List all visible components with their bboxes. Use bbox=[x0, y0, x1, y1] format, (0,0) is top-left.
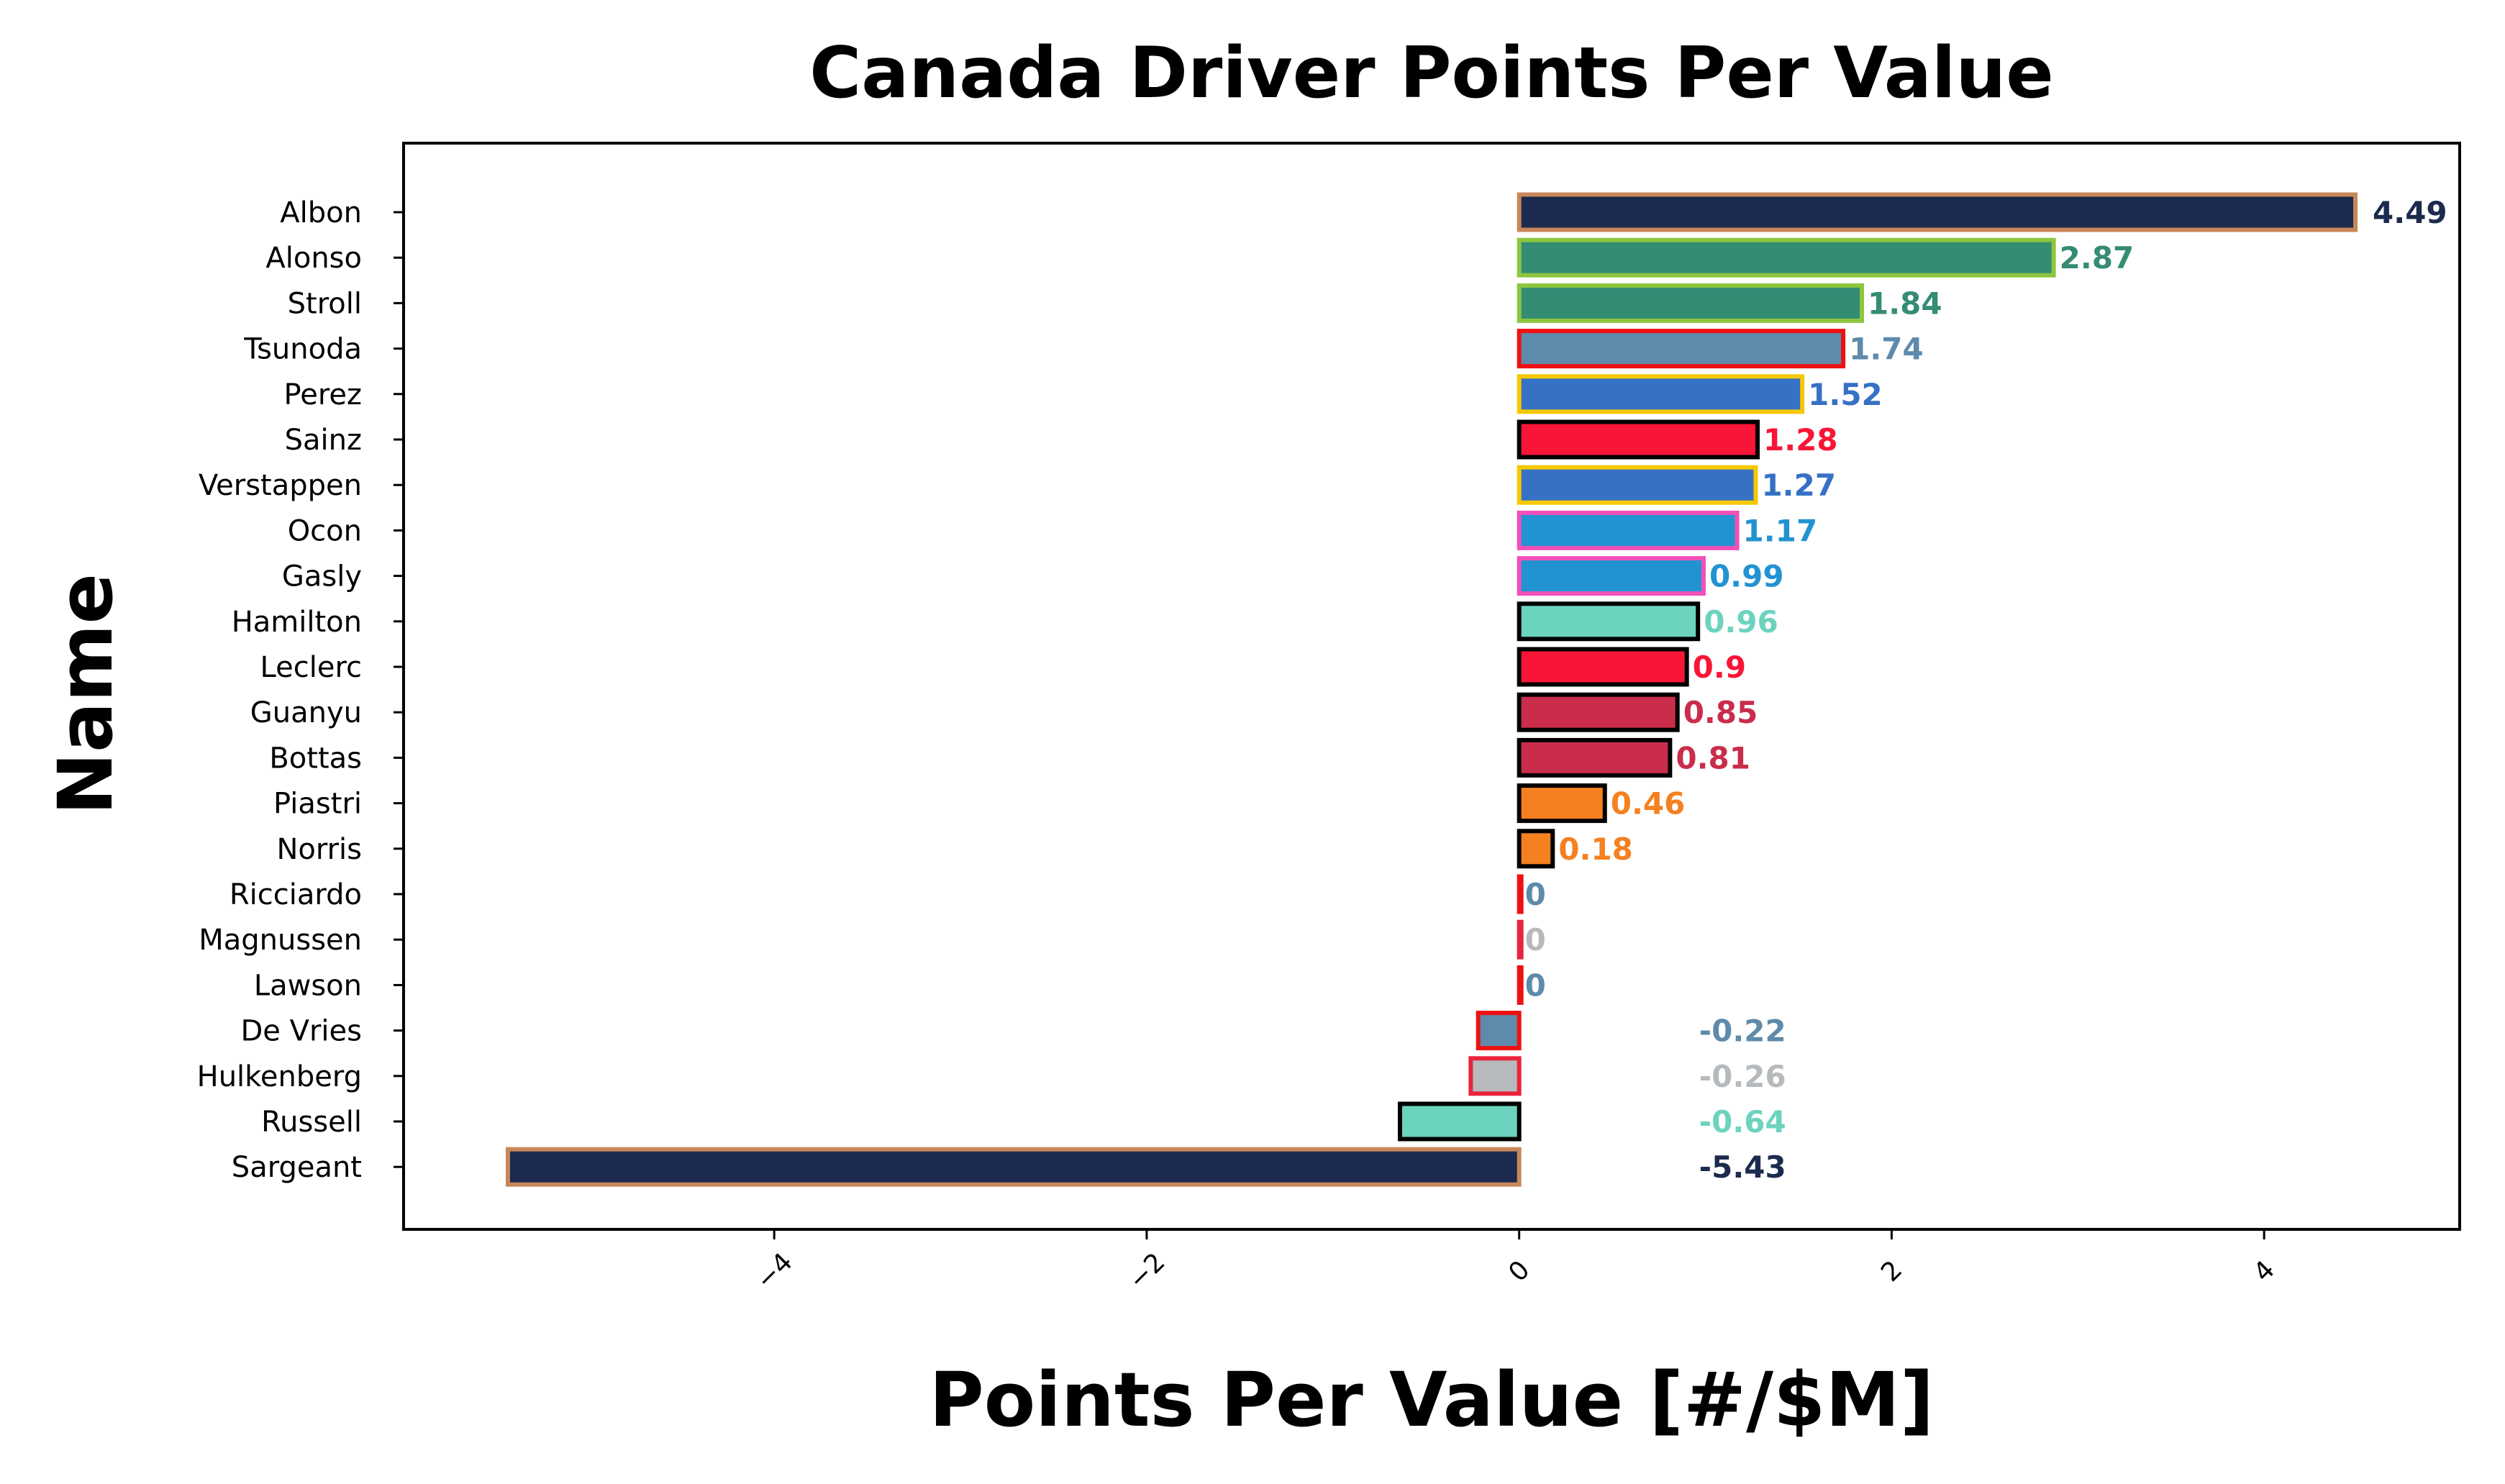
bar-hamilton bbox=[1517, 601, 1701, 642]
ytick-label-tsunoda: Tsunoda bbox=[243, 333, 362, 366]
ytick-label-lawson: Lawson bbox=[254, 969, 362, 1002]
data-label-russell: -0.64 bbox=[1699, 1104, 1786, 1139]
data-label-bottas: 0.81 bbox=[1676, 740, 1750, 775]
chart-title: Canada Driver Points Per Value bbox=[809, 32, 2053, 114]
bar-magnussen bbox=[1517, 919, 1524, 960]
data-label-ocon: 1.17 bbox=[1743, 513, 1818, 548]
ytick-label-sargeant: Sargeant bbox=[232, 1151, 362, 1184]
y-axis-label: Name bbox=[42, 573, 129, 815]
data-label-gasly: 0.99 bbox=[1709, 559, 1784, 594]
bar-verstappen bbox=[1517, 465, 1758, 505]
ytick-label-sainz: Sainz bbox=[285, 424, 362, 457]
data-label-stroll: 1.84 bbox=[1868, 286, 1942, 321]
data-label-sargeant: -5.43 bbox=[1699, 1150, 1786, 1185]
bar-russell bbox=[1397, 1101, 1522, 1142]
data-label-verstappen: 1.27 bbox=[1761, 468, 1836, 503]
ytick-label-hamilton: Hamilton bbox=[232, 606, 362, 639]
bar-ocon bbox=[1517, 510, 1740, 550]
ytick-label-gasly: Gasly bbox=[282, 560, 362, 593]
bar-gasly bbox=[1517, 556, 1706, 596]
data-label-perez: 1.52 bbox=[1808, 377, 1883, 412]
data-labels: 4.49 2.87 1.84 1.74 1.52 1.28 1.27 1.17 0.99 0.96… bbox=[1525, 195, 2447, 1185]
data-label-hulkenberg: -0.26 bbox=[1699, 1059, 1786, 1094]
bar-lawson bbox=[1517, 965, 1524, 1005]
ytick-label-verstappen: Verstappen bbox=[199, 469, 362, 502]
data-label-magnussen: 0 bbox=[1525, 922, 1546, 957]
y-axis-ticks: Albon Alonso Stroll Tsunoda Perez Sainz Versta… bbox=[197, 196, 404, 1184]
bar-bottas bbox=[1517, 737, 1673, 778]
ytick-label-magnussen: Magnussen bbox=[199, 924, 362, 957]
plot-frame bbox=[402, 142, 2461, 1231]
bar-de-vries bbox=[1476, 1011, 1522, 1051]
data-label-de-vries: -0.22 bbox=[1699, 1014, 1786, 1049]
data-label-tsunoda: 1.74 bbox=[1849, 332, 1924, 367]
ytick-label-bottas: Bottas bbox=[269, 742, 362, 775]
data-label-lawson: 0 bbox=[1525, 968, 1546, 1003]
bar-norris bbox=[1517, 829, 1555, 869]
ytick-label-de-vries: De Vries bbox=[241, 1015, 363, 1048]
data-label-piastri: 0.46 bbox=[1611, 786, 1686, 821]
data-label-leclerc: 0.9 bbox=[1693, 650, 1746, 685]
ytick-label-hulkenberg: Hulkenberg bbox=[197, 1060, 362, 1093]
ytick-label-albon: Albon bbox=[280, 196, 362, 229]
bar-ricciardo bbox=[1517, 874, 1524, 914]
ytick-label-perez: Perez bbox=[284, 378, 362, 411]
bar-sainz bbox=[1517, 419, 1760, 460]
data-label-ricciardo: 0 bbox=[1525, 877, 1546, 912]
data-label-sainz: 1.28 bbox=[1763, 422, 1838, 458]
ytick-label-norris: Norris bbox=[276, 833, 362, 866]
bar-hulkenberg bbox=[1468, 1056, 1522, 1096]
ytick-label-piastri: Piastri bbox=[273, 788, 362, 821]
ytick-label-leclerc: Leclerc bbox=[260, 651, 362, 684]
bar-perez bbox=[1517, 374, 1805, 414]
bar-piastri bbox=[1517, 783, 1607, 824]
ytick-label-stroll: Stroll bbox=[288, 287, 362, 320]
ytick-label-ocon: Ocon bbox=[288, 514, 362, 547]
bar-alonso bbox=[1517, 237, 2056, 278]
bars-layer bbox=[505, 192, 2358, 1187]
bar-guanyu bbox=[1517, 692, 1680, 732]
bar-tsunoda bbox=[1517, 329, 1846, 369]
bar-leclerc bbox=[1517, 647, 1689, 687]
data-label-norris: 0.18 bbox=[1558, 832, 1633, 867]
ytick-label-russell: Russell bbox=[261, 1106, 362, 1139]
data-label-guanyu: 0.85 bbox=[1683, 695, 1758, 730]
x-axis-label: Points Per Value [#/$M] bbox=[929, 1356, 1935, 1444]
data-label-alonso: 2.87 bbox=[2060, 240, 2135, 276]
ytick-label-guanyu: Guanyu bbox=[250, 696, 362, 729]
bar-stroll bbox=[1517, 283, 1865, 323]
bar-sargeant bbox=[505, 1147, 1522, 1187]
bar-albon bbox=[1517, 192, 2358, 232]
data-label-albon: 4.49 bbox=[2373, 195, 2447, 230]
data-label-hamilton: 0.96 bbox=[1704, 604, 1778, 639]
ytick-label-alonso: Alonso bbox=[265, 242, 362, 275]
ytick-label-ricciardo: Ricciardo bbox=[229, 878, 362, 911]
